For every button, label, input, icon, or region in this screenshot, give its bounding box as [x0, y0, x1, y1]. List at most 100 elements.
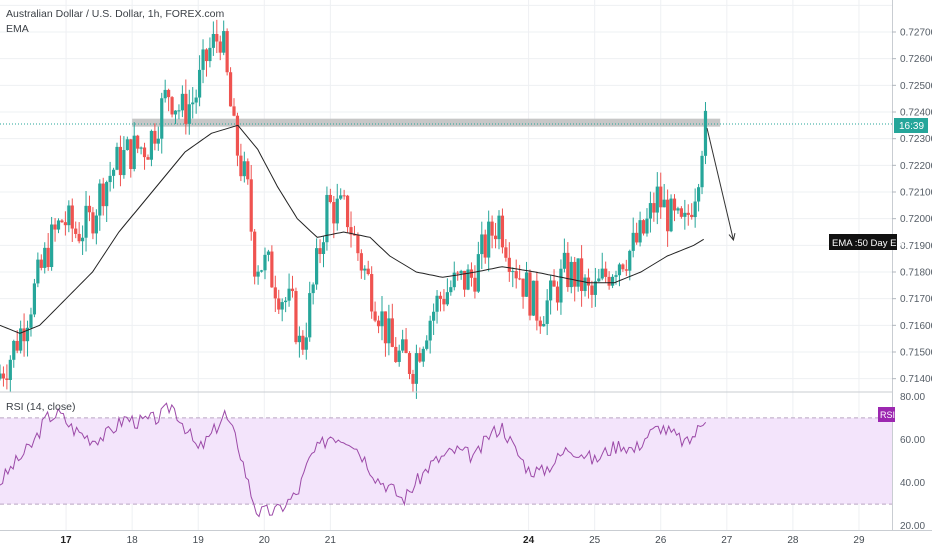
candle-body [201, 49, 205, 70]
candle-body [631, 232, 635, 251]
candle-body [421, 348, 425, 362]
candle-body [132, 135, 136, 170]
candle-body [53, 224, 57, 230]
candle-body [8, 359, 12, 380]
candle-body [60, 220, 64, 223]
candle-body [304, 337, 308, 350]
candle-body [29, 314, 33, 328]
candle-body [70, 205, 74, 229]
candle-body [50, 224, 54, 268]
candle-body [404, 339, 408, 354]
candle-body [194, 97, 198, 103]
indicator-label-ema[interactable]: EMA [6, 23, 29, 35]
candle-body [473, 277, 477, 292]
candle-body [15, 340, 19, 351]
candle-body [349, 227, 353, 235]
ema-line [0, 124, 704, 334]
candle-body [432, 311, 436, 321]
candle-body [0, 373, 2, 379]
candle-body [442, 298, 446, 305]
candle-body [218, 41, 222, 53]
candle-body [566, 252, 570, 288]
time-tick-label: 20 [259, 535, 271, 546]
candle-body [390, 318, 394, 347]
candle-body [301, 335, 305, 350]
candle-body [497, 215, 501, 240]
candle-body [425, 340, 429, 349]
candle-body [679, 208, 683, 217]
candle-body [456, 272, 460, 274]
candle-body [401, 339, 405, 351]
candle-body [604, 268, 608, 277]
rsi-tag: RSI [880, 410, 895, 420]
candle-body [108, 175, 112, 183]
candle-body [452, 272, 456, 288]
candle-body [222, 31, 226, 53]
rsi-tick-label: 60.00 [900, 435, 925, 446]
candle-body [528, 272, 532, 316]
candle-body [690, 214, 694, 218]
candle-body [22, 328, 26, 342]
candle-body [335, 198, 339, 224]
ema-line-layer [0, 124, 704, 334]
candle-body [101, 183, 105, 207]
candle-body [414, 353, 419, 384]
candle-body [659, 186, 663, 208]
candle-body [118, 146, 123, 176]
time-tick-label: 17 [61, 535, 73, 546]
candle-body [514, 271, 518, 279]
last-price-tag-bg [894, 118, 928, 133]
candle-body [146, 157, 150, 160]
rsi-pane-label[interactable]: RSI (14, close) [6, 401, 75, 413]
candle-body [125, 139, 129, 151]
candle-body [363, 268, 367, 271]
candle-body [521, 278, 525, 297]
candle-body [180, 93, 184, 111]
candle-body [593, 281, 597, 295]
time-axis[interactable]: 17 18 19 20 21 24 25 26 27 28 29 [61, 535, 865, 546]
candle-body [246, 161, 250, 180]
candle-body [628, 250, 632, 271]
candle-body [249, 179, 253, 232]
candle-body [204, 49, 209, 62]
rsi-tick-label: 40.00 [900, 478, 925, 489]
resistance-rect [132, 118, 721, 127]
candle-body [253, 231, 257, 277]
candle-body [1, 373, 6, 379]
candle-body [19, 328, 23, 351]
rsi-axis[interactable]: 80.00 60.00 40.00 20.00 [900, 392, 925, 532]
candle-body [67, 205, 71, 226]
candle-body [607, 276, 611, 286]
candle-body [318, 248, 322, 255]
candle-body [215, 33, 219, 42]
candle-body [315, 248, 319, 285]
candle-body [332, 202, 336, 224]
candle-body [98, 183, 102, 216]
candle-body [686, 212, 690, 215]
candle-body [136, 135, 140, 149]
time-tick-label: 28 [787, 535, 799, 546]
candle-body [535, 280, 539, 321]
candle-body [600, 268, 604, 279]
candle-body [683, 212, 687, 217]
last-price-tag: 16:39 [899, 121, 924, 132]
candle-body [641, 220, 646, 234]
candle-body [32, 283, 37, 315]
candle-body [63, 222, 67, 226]
candle-body [115, 146, 119, 170]
symbol-title[interactable]: Australian Dollar / U.S. Dollar, 1h, FOR… [6, 8, 224, 20]
candle-body [576, 258, 580, 287]
candle-body [590, 285, 594, 295]
candle-body [648, 203, 653, 219]
candle-body [666, 199, 670, 232]
candle-body [524, 272, 529, 297]
candle-body [139, 147, 143, 149]
candle-body [480, 234, 484, 255]
candle-body [435, 295, 439, 312]
